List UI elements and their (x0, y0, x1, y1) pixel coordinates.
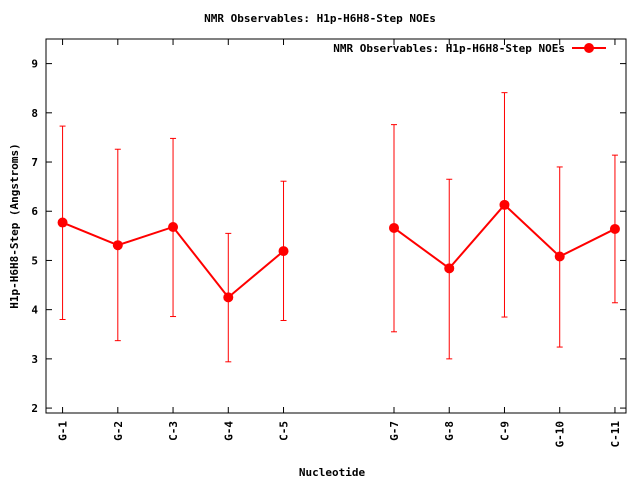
x-tick-label: G-8 (443, 421, 456, 441)
x-tick-label: G-10 (554, 421, 567, 448)
data-point (168, 221, 179, 232)
y-tick-label: 6 (31, 205, 38, 218)
x-tick-label: G-4 (222, 421, 235, 441)
data-points (57, 199, 620, 303)
series-lines (62, 203, 616, 299)
y-axis: 2 3 4 5 6 7 8 9 (31, 58, 626, 415)
data-point (609, 223, 620, 234)
chart-title: NMR Observables: H1p-H6H8-Step NOEs (204, 12, 436, 25)
error-bars (59, 92, 618, 363)
x-axis: G-1 G-2 C-3 G-4 C-5 G-7 G-8 C-9 G-10 C-11 (57, 39, 622, 448)
x-tick-label: C-3 (167, 421, 180, 441)
x-tick-label: C-9 (498, 421, 511, 441)
data-point (223, 292, 234, 303)
data-point (444, 263, 455, 274)
y-tick-label: 2 (31, 402, 38, 415)
y-tick-label: 9 (31, 58, 38, 71)
y-tick-label: 4 (31, 304, 38, 317)
data-point (57, 217, 68, 228)
y-tick-label: 5 (31, 254, 38, 267)
legend-label: NMR Observables: H1p-H6H8-Step NOEs (333, 42, 565, 55)
legend: NMR Observables: H1p-H6H8-Step NOEs (333, 42, 606, 55)
y-tick-label: 3 (31, 353, 38, 366)
x-tick-label: G-1 (57, 421, 70, 441)
data-point (499, 199, 510, 210)
x-tick-label: C-5 (278, 421, 291, 441)
x-tick-label: C-11 (609, 421, 622, 448)
y-tick-label: 8 (31, 107, 38, 120)
y-tick-label: 7 (31, 156, 38, 169)
data-point (278, 246, 289, 257)
data-point (389, 222, 399, 233)
x-axis-label: Nucleotide (299, 466, 366, 479)
x-tick-label: G-7 (388, 421, 401, 441)
data-point (554, 251, 565, 262)
y-axis-label: H1p-H6H8-Step (Angstroms) (8, 143, 21, 309)
legend-marker (584, 43, 594, 53)
x-tick-label: G-2 (112, 421, 125, 441)
plot-border (45, 38, 627, 414)
data-point (112, 240, 123, 251)
